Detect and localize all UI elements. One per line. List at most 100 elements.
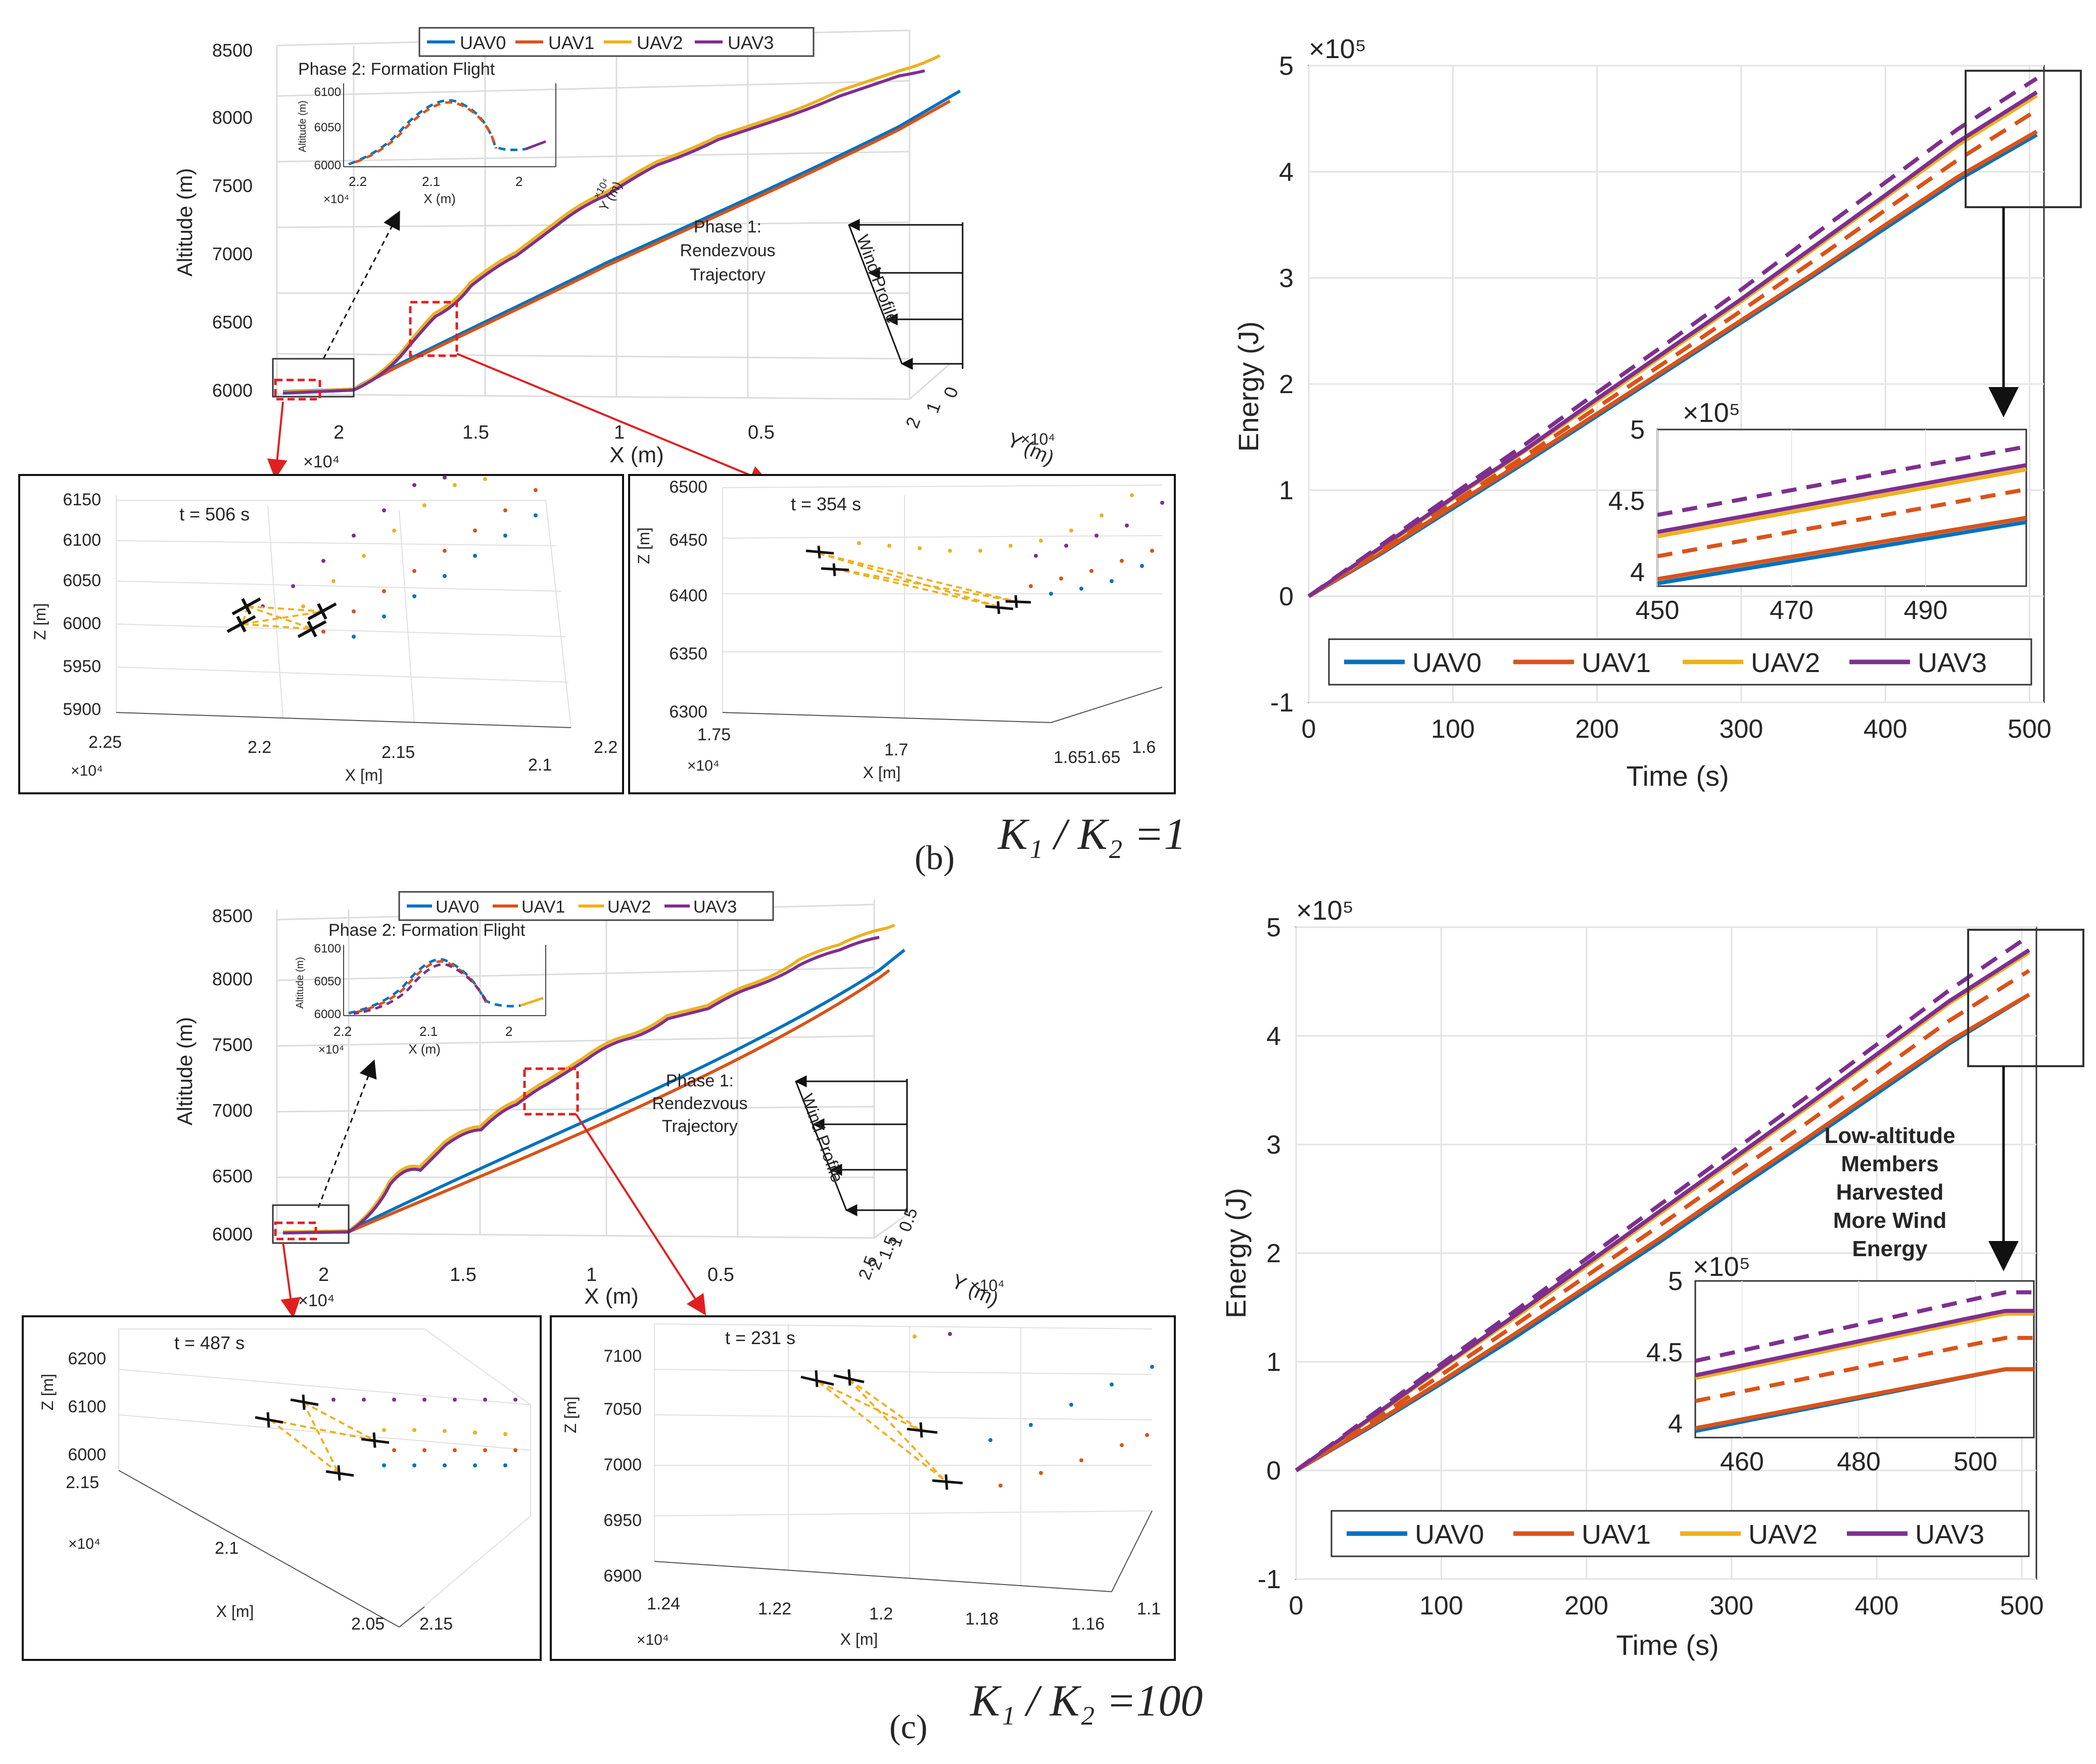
snap-cr-ytick: 1.1: [1137, 1599, 1161, 1618]
snap-cl-ztick: 6000: [68, 1445, 106, 1464]
snap-cr-xtick: 1.22: [758, 1599, 791, 1618]
inset-series-uav3: [1695, 1309, 2034, 1377]
traj-b-zoom-box-red-1: [274, 378, 321, 401]
snap-bl-ztick: 6100: [63, 531, 101, 550]
x-tick-label: 400: [1864, 714, 1908, 744]
traj-b-inset-xtick: 2.2: [349, 174, 367, 189]
traj-c-zlabel: Altitude (m): [173, 1017, 197, 1126]
snapshot-b-right: t = 354 s 6500 6450 6400 6350 6300 Z [m]…: [628, 474, 1176, 794]
traj-c-inset-xtick: 2.2: [334, 1024, 352, 1039]
energy-c-annotation-5: Energy: [1852, 1236, 1928, 1261]
traj-b-phase1-line3: Trajectory: [690, 265, 766, 284]
snap-cl-zlabel: Z [m]: [38, 1374, 57, 1411]
energy-b-inset: 450 470 490 4 4.5 5: [1608, 415, 2027, 625]
snap-bl-xtick: 2.1: [528, 755, 552, 775]
snap-cl-trail-uav0: [382, 1463, 507, 1467]
snap-cl-ytick: 2.15: [419, 1614, 453, 1634]
snap-bl-xtick: 2.15: [382, 743, 415, 762]
traj-c-xexp: ×10⁴: [298, 1291, 335, 1310]
snapshot-c-right: t = 231 s 7100 7050 7000 6950 6900 Z [m]…: [550, 1315, 1176, 1661]
snap-cr-ztick: 6950: [603, 1511, 642, 1530]
snap-cr-trail-uav0: [988, 1365, 1154, 1442]
traj-c-ztick: 8000: [212, 969, 253, 989]
traj-b-xlabel: X (m): [609, 443, 664, 467]
y-tick-label: 4: [1266, 1022, 1281, 1051]
traj-b-xtick: 2: [334, 422, 344, 443]
inset-series-uav2: [1695, 1311, 2034, 1380]
y-tick-label: 2: [1279, 370, 1294, 399]
traj-c-yexp: ×10⁴: [970, 1276, 1005, 1295]
inset-series-uav1: [1695, 1367, 2034, 1431]
energy-c-annotation-2: Members: [1841, 1152, 1938, 1176]
traj-b-red-arrow-right: [456, 353, 770, 485]
inset-x-tick-label: 490: [1904, 596, 1948, 625]
inset-y-tick-label: 4: [1630, 558, 1645, 587]
energy-c-ylabel: Energy (J): [1220, 1188, 1252, 1318]
traj-c-xtick: 1: [586, 1264, 597, 1285]
traj-c-inset-ztick: 6000: [314, 1008, 341, 1021]
snap-cr-ztick: 7000: [603, 1455, 642, 1474]
energy-b-legend-box: [1328, 638, 2032, 686]
snap-br-xtick: 1.75: [697, 725, 731, 744]
snap-bl-ztick: 6000: [63, 614, 101, 633]
energy-c-legend-uav0: UAV0: [1415, 1519, 1484, 1550]
snap-br-t: t = 354 s: [791, 494, 861, 514]
snap-cr-trail-uav3: [948, 1332, 952, 1336]
traj-c-uav3-line: [282, 936, 880, 1234]
inset-x-tick-label: 460: [1720, 1447, 1764, 1476]
snap-br-trail-uav1: [1029, 549, 1154, 588]
traj-b-yexp: ×10⁴: [1021, 430, 1055, 448]
snap-cr-ztick: 6900: [603, 1566, 642, 1586]
snap-cl-trail-uav1: [392, 1448, 517, 1452]
y-tick-label: 0: [1266, 1456, 1281, 1486]
traj-b-red-arrow-left: [267, 401, 288, 480]
traj-c-zoom-box-red-1: [274, 1221, 317, 1241]
traj-b-inset-exp: ×10⁴: [323, 193, 349, 206]
snap-br-ztick: 6500: [669, 478, 707, 497]
traj-b-uav3-line: [282, 69, 925, 395]
y-tick-label: 0: [1279, 582, 1294, 611]
traj-b-inset-xtick: 2: [515, 174, 522, 189]
energy-c-annotation-3: Harvested: [1836, 1180, 1944, 1205]
energy-chart-c: 0 100 200 300 400 500 -1 0 1 2 3 4 5 ×10⁵ Energy (J)…: [1220, 895, 2084, 1661]
snap-bl-xlabel: X [m]: [345, 766, 383, 784]
snap-cr-xtick: 1.18: [965, 1609, 998, 1629]
snap-bl-t: t = 506 s: [179, 504, 250, 525]
traj-b-legend-uav3: UAV3: [728, 32, 774, 53]
snap-cr-zlabel: Z [m]: [561, 1397, 580, 1434]
energy-c-inset-exp: ×10⁵: [1693, 1252, 1750, 1282]
traj-b-ztick: 6500: [212, 312, 253, 332]
inset-series-uav0: [1657, 520, 2026, 586]
snap-br-formation-links: [818, 552, 1016, 607]
traj-c-inset-ztick: 6100: [314, 942, 341, 956]
traj-b-ytick: 1: [922, 399, 944, 416]
traj-b-inset-ztick: 6050: [314, 121, 341, 134]
x-tick-label: 200: [1575, 714, 1619, 744]
energy-b-legend-uav3: UAV3: [1918, 648, 1987, 678]
snap-cr-xlabel: X [m]: [840, 1630, 878, 1648]
series-uav3: [1295, 948, 2030, 1472]
inset-lines: [1657, 444, 2026, 586]
energy-c-inset: 460 480 500 4 4.5 5: [1646, 1267, 2035, 1476]
inset-lines: [1695, 1290, 2034, 1433]
snap-cl-xtick: 2.15: [66, 1473, 99, 1492]
energy-chart-b: 0 100 200 300 400 500 -1 0 1 2 3 4 5 ×10⁵ Energy (J)…: [1232, 34, 2082, 792]
x-tick-label: 300: [1719, 714, 1763, 744]
inset-series-uav3-dashed: [1657, 444, 2026, 517]
traj-c-phase1-line3: Trajectory: [662, 1117, 738, 1136]
traj-b-xtick: 1.5: [462, 422, 489, 443]
traj-c-uav2-line: [282, 923, 896, 1233]
inset-series-uav3-dashed: [1695, 1290, 2034, 1363]
series-uav1: [1295, 992, 2030, 1472]
series-uav1-dashed: [1295, 969, 2030, 1472]
y-tick-label: 3: [1266, 1130, 1281, 1160]
energy-c-xlabel: Time (s): [1616, 1629, 1719, 1661]
snap-br-ztick: 6350: [669, 644, 707, 663]
snap-bl-ytick: 2.2: [594, 738, 617, 757]
snap-cl-t: t = 487 s: [174, 1332, 245, 1353]
traj-c-inset: 6100 6050 6000 Altitude (m) 2.2 2.1 2 ×1…: [295, 942, 546, 1057]
snap-cr-xtick: 1.2: [869, 1604, 893, 1624]
energy-c-zoom-box: [1967, 929, 2084, 1067]
traj-c-xtick: 2: [318, 1264, 329, 1285]
